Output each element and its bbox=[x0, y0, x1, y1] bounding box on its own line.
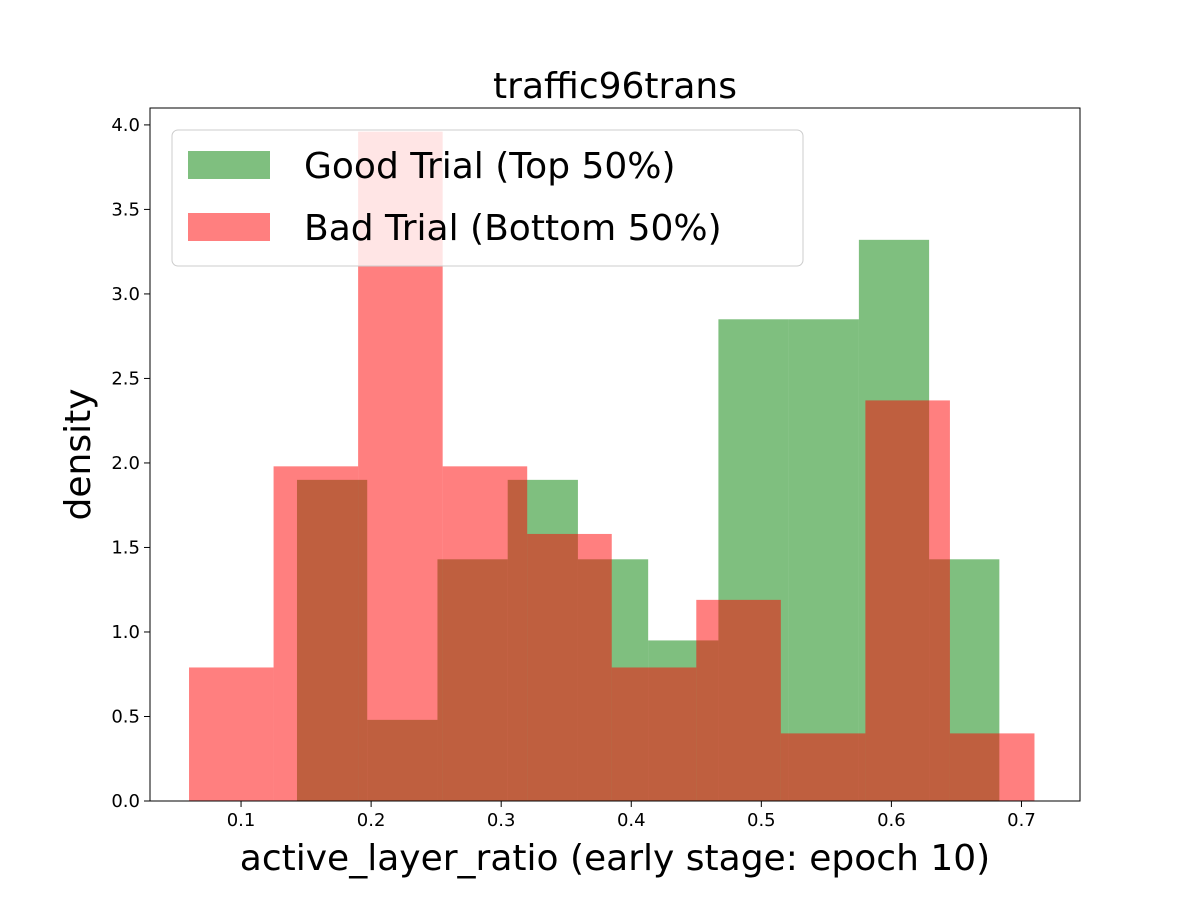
x-tick-label: 0.1 bbox=[227, 810, 256, 831]
legend-swatch-bad bbox=[188, 213, 270, 241]
y-tick-label: 2.5 bbox=[111, 368, 140, 389]
histogram-bar bbox=[696, 599, 781, 801]
x-tick-label: 0.3 bbox=[487, 810, 516, 831]
histogram-bar bbox=[788, 319, 859, 801]
histogram-bar bbox=[949, 733, 1035, 801]
x-tick-label: 0.4 bbox=[617, 810, 646, 831]
y-tick-label: 0.5 bbox=[111, 706, 140, 727]
y-tick-label: 4.0 bbox=[111, 115, 140, 136]
histogram-bar bbox=[527, 533, 612, 801]
plot-frame bbox=[149, 107, 1081, 802]
y-tick-label: 3.0 bbox=[111, 284, 140, 305]
x-tick-label: 0.5 bbox=[747, 810, 776, 831]
legend: Good Trial (Top 50%) Bad Trial (Bottom 5… bbox=[171, 129, 804, 267]
y-tick-label: 3.5 bbox=[111, 199, 140, 220]
legend-box bbox=[171, 129, 804, 267]
histogram-bar bbox=[189, 667, 274, 801]
x-axis-label: active_layer_ratio (early stage: epoch 1… bbox=[240, 838, 990, 879]
y-tick-label: 1.0 bbox=[111, 622, 140, 643]
series-1 bbox=[189, 131, 1035, 801]
x-tick-label: 0.2 bbox=[357, 810, 386, 831]
histogram-bar bbox=[780, 733, 866, 801]
y-tick-label: 1.5 bbox=[111, 537, 140, 558]
x-tick-label: 0.6 bbox=[877, 810, 906, 831]
histogram-bar bbox=[865, 400, 950, 801]
legend-label-bad: Bad Trial (Bottom 50%) bbox=[304, 208, 722, 249]
y-tick-label: 0.0 bbox=[111, 791, 140, 812]
y-tick-label: 2.0 bbox=[111, 453, 140, 474]
bars-layer bbox=[189, 131, 1035, 802]
histogram-bar bbox=[611, 667, 697, 801]
histogram-bar bbox=[442, 466, 528, 801]
legend-label-good: Good Trial (Top 50%) bbox=[304, 146, 676, 187]
y-axis-label: density bbox=[58, 389, 99, 521]
x-axis: 0.1 0.2 0.3 0.4 0.5 0.6 0.7 bbox=[227, 801, 1036, 831]
legend-swatch-good bbox=[188, 151, 270, 179]
y-axis: 0.0 0.5 1.0 1.5 2.0 2.5 3.0 3.5 4.0 bbox=[111, 115, 150, 812]
histogram-bar bbox=[273, 466, 359, 801]
x-tick-label: 0.7 bbox=[1007, 810, 1036, 831]
chart-title: traffic96trans bbox=[493, 66, 737, 107]
